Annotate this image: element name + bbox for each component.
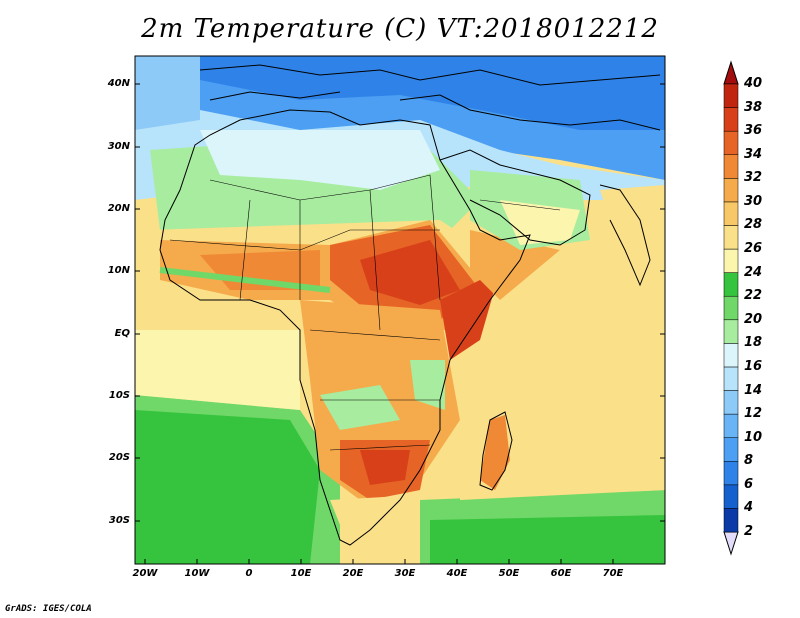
colorbar-label: 10: [744, 429, 763, 445]
lon-label: 70E: [602, 568, 624, 579]
colorbar-swatch: [723, 295, 739, 321]
colorbar-label: 26: [744, 241, 763, 257]
south-red: [360, 450, 410, 485]
lat-label: EQ: [114, 328, 130, 339]
colorbar-swatch: [723, 484, 739, 509]
lon-label: 20E: [342, 568, 364, 579]
colorbar-label: 22: [744, 288, 763, 304]
lon-label: 10E: [290, 568, 312, 579]
south-ocean-green: [135, 410, 320, 564]
east-africa-red: [440, 270, 500, 360]
colorbar-swatch: [723, 178, 739, 203]
colorbar-swatch: [723, 83, 739, 108]
sahara-cool: [200, 130, 440, 190]
chart-title: 2m Temperature (C) VT:2018012212: [141, 14, 659, 44]
colorbar-label: 34: [744, 146, 763, 162]
colorbar-swatch: [723, 461, 739, 486]
colorbar-label: 12: [744, 406, 763, 422]
guinea-coast: [159, 267, 331, 293]
lat-label: 10N: [107, 265, 130, 276]
colorbar-swatch: [723, 366, 739, 391]
colorbar-swatch: [723, 154, 739, 179]
colorbar-swatch: [723, 130, 739, 155]
lon-label: 40E: [446, 568, 468, 579]
colorbar-label: 14: [744, 382, 763, 398]
lon-label: 10W: [184, 568, 210, 579]
colorbar-over-arrow: [723, 60, 739, 85]
colorbar-swatch: [723, 413, 739, 438]
colorbar-swatch: [723, 437, 739, 462]
lat-label: 10S: [108, 390, 130, 401]
arabia-yellow: [500, 200, 580, 245]
lat-label: 20S: [108, 452, 130, 463]
map-frame: [134, 55, 666, 565]
colorbar-label: 2: [744, 524, 754, 539]
north-atlantic: [135, 56, 200, 130]
colorbar: [723, 60, 739, 556]
colorbar-under-arrow: [723, 531, 739, 556]
colorbar-label: 38: [744, 99, 763, 115]
colorbar-swatch: [723, 107, 739, 132]
madagascar: [480, 415, 510, 490]
colorbar-label: 6: [744, 476, 754, 492]
colorbar-label: 40: [744, 76, 763, 91]
country-borders: [169, 174, 561, 451]
congo-green: [320, 385, 400, 430]
colorbar-swatch: [723, 201, 739, 226]
colorbar-swatch: [723, 508, 739, 533]
lon-ticks: [144, 559, 614, 564]
colorbar-label: 18: [744, 335, 763, 351]
colorbar-swatch: [723, 390, 739, 415]
south-east-ocean-2: [430, 515, 665, 564]
lon-label: 30E: [394, 568, 416, 579]
lon-label: 50E: [498, 568, 520, 579]
colorbar-label: 36: [744, 123, 763, 139]
lon-label: 60E: [550, 568, 572, 579]
colorbar-swatch: [723, 248, 739, 273]
colorbar-swatch: [723, 319, 739, 344]
colorbar-swatch: [723, 343, 739, 368]
colorbar-label: 32: [744, 170, 763, 186]
central-red: [360, 240, 460, 305]
lat-ticks: [135, 83, 665, 522]
coastlines: [159, 64, 661, 546]
colorbar-label: 8: [744, 453, 754, 469]
colorbar-label: 30: [744, 193, 763, 209]
colorbar-label: 28: [744, 217, 763, 233]
lat-label: 30S: [108, 515, 130, 526]
lon-label: 0: [245, 568, 253, 579]
lon-label: 20W: [132, 568, 158, 579]
colorbar-label: 4: [744, 500, 754, 516]
east-green: [410, 360, 445, 410]
credit-text: GrADS: IGES/COLA: [5, 604, 92, 614]
colorbar-swatch: [723, 225, 739, 250]
lat-label: 30N: [107, 141, 130, 152]
south-tip: [330, 495, 420, 550]
lat-label: 40N: [107, 78, 130, 89]
colorbar-swatch: [723, 272, 739, 297]
colorbar-label: 16: [744, 358, 763, 374]
colorbar-label: 20: [744, 311, 763, 327]
lat-label: 20N: [107, 203, 130, 214]
colorbar-label: 24: [744, 264, 763, 280]
south-ocean-yellow: [135, 320, 300, 410]
